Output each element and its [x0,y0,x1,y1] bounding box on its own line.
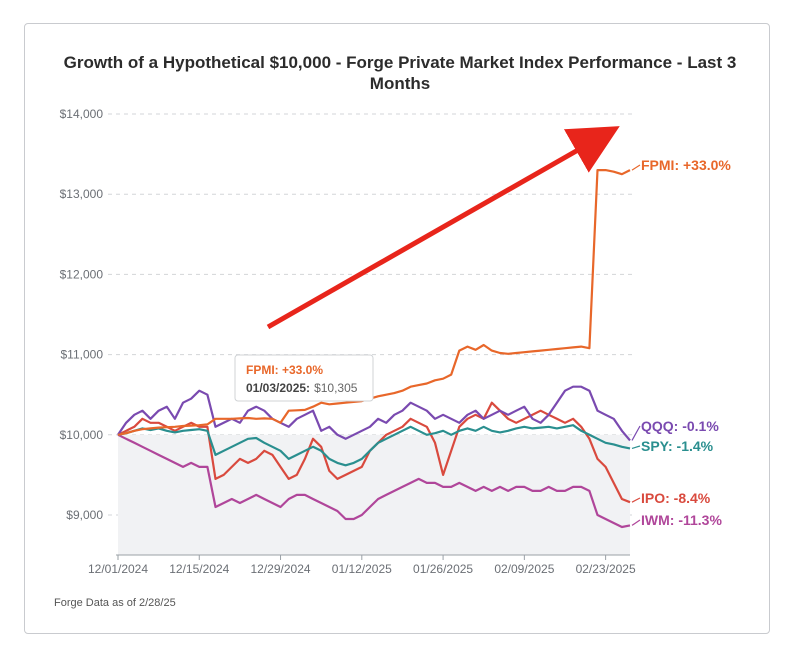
series-line-iwm[interactable] [117,433,631,529]
x-tick-label: 12/01/2024 [88,562,148,576]
series-end-label-iwm: IWM: -11.3% [641,512,722,528]
label-connector [631,519,641,526]
y-tick-label: $12,000 [60,267,104,281]
series-end-label-fpmi: FPMI: +33.0% [641,157,731,173]
x-tick-label: 01/26/2025 [413,562,473,576]
series-line-spy[interactable] [117,424,631,467]
series-line-fpmi[interactable] [117,169,631,436]
label-connector [631,425,641,441]
svg-text:01/03/2025:$10,305: 01/03/2025: $10,305 [246,381,358,395]
series-end-label-qqq: QQQ: -0.1% [641,418,719,434]
tooltip-series: FPMI: +33.0% [246,363,323,377]
tooltip: FPMI: +33.0% 01/03/2025: $10,305 [234,354,374,402]
x-tick-label: 02/09/2025 [494,562,554,576]
y-tick-label: $11,000 [61,348,104,362]
series-line-qqq[interactable] [117,385,631,442]
y-tick-label: $14,000 [60,107,104,121]
y-tick-label: $9,000 [66,508,103,522]
red-arrow [266,126,620,330]
x-tick-label: 02/23/2025 [576,562,636,576]
x-tick-label: 12/15/2024 [169,562,229,576]
series-end-label-ipo: IPO: -8.4% [641,490,711,506]
baseline-area [118,434,630,555]
x-tick-label: 12/29/2024 [251,562,311,576]
x-tick-label: 01/12/2025 [332,562,392,576]
y-tick-label: $10,000 [60,428,104,442]
tooltip-value: $10,305 [314,381,358,395]
tooltip-date: 01/03/2025: [246,381,310,395]
label-connector [631,497,641,503]
chart-title: Growth of a Hypothetical $10,000 - Forge… [63,53,737,93]
series-end-label-spy: SPY: -1.4% [641,438,714,454]
y-tick-label: $13,000 [60,187,104,201]
label-connector [631,445,641,450]
label-connector [631,164,641,171]
footer-note: Forge Data as of 2/28/25 [54,597,176,609]
